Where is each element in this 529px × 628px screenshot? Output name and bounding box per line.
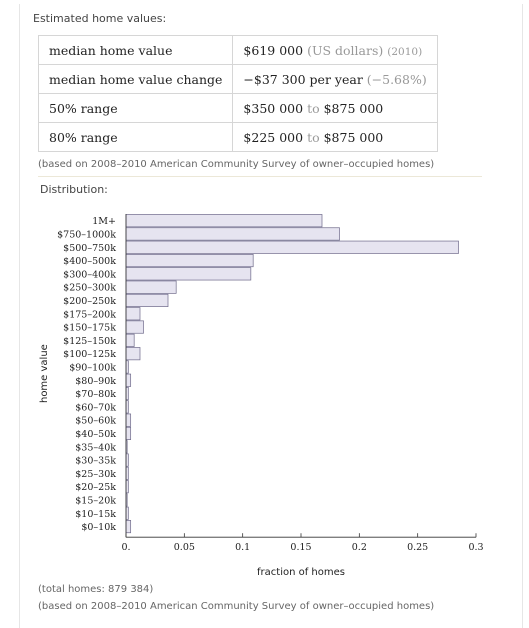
category-label: $0–10k bbox=[81, 522, 116, 533]
range-low: $350 000 bbox=[243, 101, 303, 116]
source-note: (based on 2008–2010 American Community S… bbox=[38, 159, 434, 170]
category-label: $60–70k bbox=[75, 402, 116, 413]
bar bbox=[126, 228, 340, 240]
median-unit: (US dollars) bbox=[307, 43, 383, 58]
category-label: $250–300k bbox=[63, 283, 116, 294]
total-homes: (total homes: 879 384) bbox=[38, 584, 153, 595]
bar bbox=[126, 268, 251, 280]
table-row: median home value change −$37 300 per ye… bbox=[39, 65, 438, 94]
x-tick-label: 0.1 bbox=[235, 542, 250, 553]
section-title: Estimated home values: bbox=[33, 12, 166, 25]
bar bbox=[126, 374, 131, 386]
bar bbox=[126, 281, 176, 293]
category-label: $35–40k bbox=[75, 442, 116, 453]
bar bbox=[126, 214, 322, 226]
footer-source-note: (based on 2008–2010 American Community S… bbox=[38, 601, 434, 612]
category-label: $25–30k bbox=[75, 469, 116, 480]
category-label: $150–175k bbox=[63, 323, 116, 334]
category-label: $100–125k bbox=[63, 349, 116, 360]
bar bbox=[126, 427, 131, 439]
x-axis-label: fraction of homes bbox=[257, 567, 345, 578]
row-label: 80% range bbox=[39, 123, 233, 152]
range-to: to bbox=[307, 101, 320, 116]
row-label: 50% range bbox=[39, 94, 233, 123]
row-value: $225 000 to $875 000 bbox=[233, 123, 437, 152]
category-label: $300–400k bbox=[63, 269, 116, 280]
category-label: $40–50k bbox=[75, 429, 116, 440]
range-low: $225 000 bbox=[243, 130, 303, 145]
category-label: $30–35k bbox=[75, 456, 116, 467]
range-to: to bbox=[307, 130, 320, 145]
category-label: $200–250k bbox=[63, 296, 116, 307]
x-tick-label: 0.3 bbox=[468, 542, 483, 553]
category-label: $15–20k bbox=[75, 495, 116, 506]
category-label: $175–200k bbox=[63, 309, 116, 320]
range-high: $875 000 bbox=[324, 130, 384, 145]
bars-group bbox=[126, 214, 459, 532]
bar bbox=[126, 520, 131, 532]
category-label: $125–150k bbox=[63, 336, 116, 347]
bar bbox=[126, 308, 140, 320]
category-label: 1M+ bbox=[92, 216, 116, 227]
change-value: −$37 300 per year bbox=[243, 72, 362, 87]
row-value: $350 000 to $875 000 bbox=[233, 94, 437, 123]
x-tick-label: 0.15 bbox=[290, 542, 311, 553]
bar bbox=[126, 241, 459, 253]
x-tick-label: 0. bbox=[121, 542, 130, 553]
category-label: $50–60k bbox=[75, 416, 116, 427]
change-percent: (−5.68%) bbox=[367, 72, 427, 87]
table-row: 50% range $350 000 to $875 000 bbox=[39, 94, 438, 123]
category-label: $90–100k bbox=[69, 362, 116, 373]
category-label: $500–750k bbox=[63, 243, 116, 254]
bar bbox=[126, 347, 140, 359]
category-labels: 1M+ $750–1000k $500–750k $400–500k $300–400k… bbox=[57, 216, 116, 533]
bar bbox=[126, 254, 253, 266]
category-label: $70–80k bbox=[75, 389, 116, 400]
category-label: $750–1000k bbox=[57, 229, 116, 240]
distribution-chart: 1M+ $750–1000k $500–750k $400–500k $300–400k… bbox=[30, 205, 500, 580]
row-value: $619 000 (US dollars) (2010) bbox=[233, 36, 437, 65]
category-label: $80–90k bbox=[75, 376, 116, 387]
x-tick-label: 0.2 bbox=[352, 542, 367, 553]
bar bbox=[126, 414, 131, 426]
category-label: $20–25k bbox=[75, 482, 116, 493]
distribution-title: Distribution: bbox=[40, 183, 108, 196]
bar bbox=[126, 294, 168, 306]
range-high: $875 000 bbox=[324, 101, 384, 116]
x-tick-label: 0.25 bbox=[407, 542, 428, 553]
category-label: $10–15k bbox=[75, 509, 116, 520]
table-row: 80% range $225 000 to $875 000 bbox=[39, 123, 438, 152]
x-tick-label: 0.05 bbox=[174, 542, 195, 553]
category-label: $400–500k bbox=[63, 256, 116, 267]
row-label: median home value bbox=[39, 36, 233, 65]
median-year: (2010) bbox=[387, 46, 422, 58]
row-value: −$37 300 per year (−5.68%) bbox=[233, 65, 437, 94]
table-row: median home value $619 000 (US dollars) … bbox=[39, 36, 438, 65]
median-value: $619 000 bbox=[243, 43, 303, 58]
bar bbox=[126, 321, 144, 333]
divider bbox=[38, 176, 482, 177]
row-label: median home value change bbox=[39, 65, 233, 94]
bar bbox=[126, 334, 134, 346]
home-values-table: median home value $619 000 (US dollars) … bbox=[38, 35, 438, 152]
y-axis-label: home value bbox=[39, 344, 50, 403]
